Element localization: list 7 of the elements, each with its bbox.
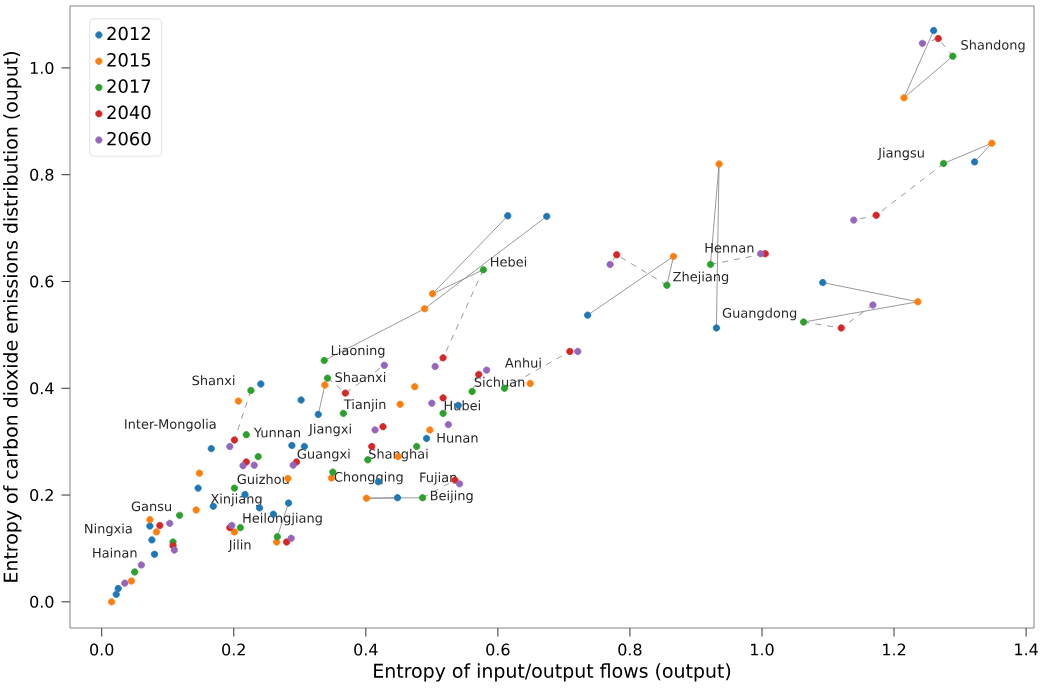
y-axis-title: Entropy of carbon dioxide emissions distribution (ouput) (3, 52, 22, 582)
legend-label: 2040 (107, 105, 151, 120)
legend-label: 2015 (107, 53, 151, 67)
legend-label: 2060 (107, 131, 151, 146)
legend-label: 2017 (107, 79, 151, 93)
x-axis-title: Entropy of input/output flows (output) (374, 663, 731, 682)
legend-label: 2012 (107, 26, 150, 41)
